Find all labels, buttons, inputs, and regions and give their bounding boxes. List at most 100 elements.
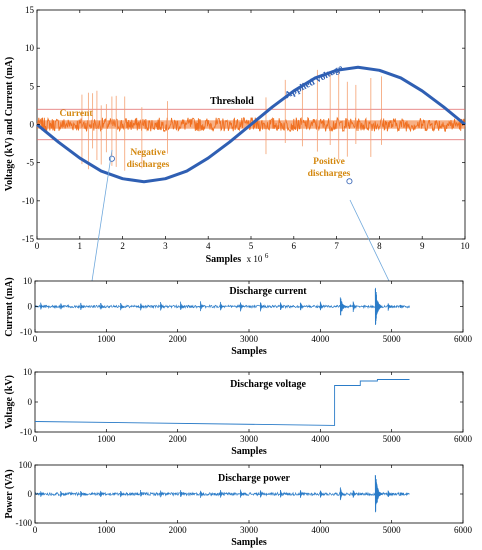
zoom-line-right [349, 199, 390, 282]
y-tick-label: 10 [25, 43, 35, 53]
x-tick-label: 3000 [240, 525, 259, 535]
main-x-multiplier-exp: 6 [265, 252, 269, 260]
discharge-pulse [180, 301, 185, 310]
y-tick-label: -15 [22, 234, 34, 244]
main-x-axis-label: Samples x 10 6 [206, 252, 269, 265]
discharge-pulse [100, 302, 105, 310]
x-tick-label: 0 [33, 334, 38, 344]
x-tick-label: 6000 [454, 434, 473, 444]
discharge-pulse [399, 492, 404, 496]
discharge-pulse [100, 490, 105, 497]
threshold-lines [37, 108, 465, 141]
x-tick-label: 0 [35, 241, 40, 251]
discharge-pulse [352, 490, 357, 498]
x-tick-label: 4 [206, 241, 211, 251]
x-tick-label: 2000 [169, 434, 188, 444]
x-tick-label: 7 [334, 241, 339, 251]
discharge-pulse [352, 301, 357, 313]
x-tick-label: 2000 [169, 334, 188, 344]
discharge-pulse [374, 287, 383, 326]
main-x-axis-label-text: Samples [206, 254, 242, 265]
main-x-multiplier: x 10 [247, 254, 263, 264]
discharge-pulse [60, 490, 65, 498]
y-tick-label: 0 [28, 489, 33, 499]
y-tick-label: 15 [25, 5, 35, 15]
discharge-pulse [200, 490, 205, 498]
discharge-voltage-signal [34, 379, 410, 426]
discharge-power-x-label: Samples [231, 537, 267, 548]
discharge-pulse [260, 490, 265, 498]
y-tick-label: -100 [16, 518, 33, 528]
x-tick-label: 10 [461, 241, 471, 251]
discharge-power-signal [34, 474, 410, 513]
discharge-pulse [279, 490, 284, 498]
discharge-pulse [120, 490, 125, 498]
discharge-pulse [374, 474, 383, 513]
x-tick-label: 6000 [454, 334, 473, 344]
discharge-pulse [220, 301, 225, 311]
zoom-marker-circle [346, 178, 353, 185]
discharge-pulse [80, 491, 85, 498]
discharge-pulse [240, 489, 245, 498]
zoom-connector-lines [91, 149, 390, 282]
discharge-current-signal [34, 287, 410, 326]
discharge-pulse [339, 487, 344, 501]
discharge-pulse [140, 303, 145, 311]
x-tick-label: 1000 [97, 525, 116, 535]
discharge-voltage-y-label: Voltage (kV) [4, 375, 15, 429]
main-ticks: 0 1 2 3 4 5 6 7 8 9 10 15 10 5 0 -5 -10 -15 [22, 5, 470, 251]
discharge-pulse [80, 302, 85, 310]
x-tick-label: 0 [33, 434, 38, 444]
negative-discharges-label-2: discharges [127, 160, 170, 170]
discharge-pulse [299, 302, 304, 311]
x-tick-label: 3 [163, 241, 168, 251]
discharge-pulse [40, 302, 45, 310]
discharge-pulse [220, 489, 225, 498]
discharge-pulse [180, 490, 185, 497]
x-tick-label: 3000 [240, 434, 259, 444]
discharge-power-title: Discharge power [218, 473, 290, 484]
y-tick-label: 10 [23, 276, 33, 286]
x-tick-label: 1000 [97, 334, 116, 344]
discharge-pulse [399, 304, 404, 309]
discharge-pulse [319, 301, 324, 311]
main-plot: 0 1 2 3 4 5 6 7 8 9 10 15 10 5 0 -5 -10 -15 Threshold Cur… [4, 5, 470, 265]
x-tick-label: 8 [377, 241, 382, 251]
discharge-pulse [140, 490, 145, 497]
discharge-power-y-label: Power (VA) [4, 469, 15, 518]
x-tick-label: 1 [78, 241, 83, 251]
x-tick-label: 5 [249, 241, 254, 251]
discharge-pulse [260, 302, 265, 312]
threshold-label: Threshold [210, 96, 254, 107]
current-legend-label: Current [59, 109, 93, 119]
x-tick-label: 4000 [311, 525, 330, 535]
positive-discharges-label-2: discharges [308, 169, 351, 179]
x-tick-label: 4000 [311, 334, 330, 344]
discharge-pulse [240, 302, 245, 312]
discharge-pulse [120, 303, 125, 311]
y-tick-label: -10 [20, 427, 32, 437]
x-tick-label: 0 [33, 525, 38, 535]
zoom-line-left [91, 149, 113, 282]
y-tick-label: 0 [28, 302, 33, 312]
y-tick-label: 10 [23, 367, 33, 377]
discharge-current-title: Discharge current [229, 286, 307, 297]
discharge-current-y-label: Current (mA) [4, 277, 15, 337]
y-tick-label: 0 [30, 120, 35, 130]
x-tick-label: 5000 [383, 525, 402, 535]
x-tick-label: 2 [120, 241, 125, 251]
discharge-pulse [279, 302, 284, 311]
x-tick-label: 2000 [169, 525, 188, 535]
x-tick-label: 5000 [383, 334, 402, 344]
y-tick-label: -10 [22, 196, 34, 206]
main-y-axis-label: Voltage (kV) and Current (mA) [4, 57, 15, 191]
x-tick-label: 9 [420, 241, 425, 251]
x-tick-label: 6 [292, 241, 297, 251]
x-tick-label: 3000 [240, 334, 259, 344]
